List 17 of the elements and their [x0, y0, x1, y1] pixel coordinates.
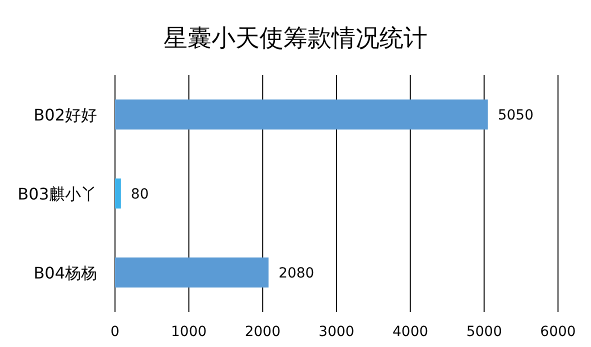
x-tick-label: 3000 — [318, 324, 354, 340]
x-tick-label: 4000 — [392, 324, 428, 340]
x-tick-label: 1000 — [171, 324, 207, 340]
y-tick-label: B04杨杨 — [34, 264, 97, 282]
x-tick-label: 0 — [110, 324, 120, 340]
x-tick-label: 2000 — [244, 324, 280, 340]
bar — [115, 178, 121, 209]
chart-title: 星囊小天使筹款情况统计 — [164, 24, 428, 52]
bar — [115, 99, 488, 130]
x-tick-label: 5000 — [466, 324, 502, 340]
data-label: 2080 — [278, 266, 314, 282]
data-label: 5050 — [498, 108, 534, 124]
bar — [115, 257, 269, 288]
y-tick-label: B03麒小丫 — [18, 184, 97, 204]
x-tick-label: 6000 — [540, 324, 576, 340]
y-tick-label: B02好好 — [34, 106, 97, 124]
data-label: 80 — [130, 186, 149, 202]
